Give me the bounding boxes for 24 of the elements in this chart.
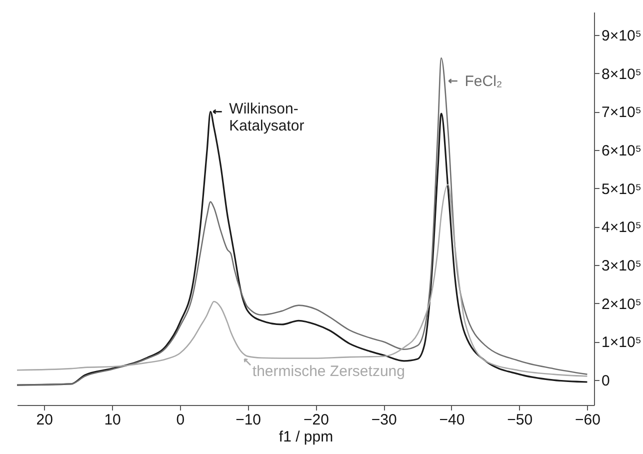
y-tick-label: 6×10⁵ — [602, 142, 642, 160]
y-tick-label: 4×10⁵ — [602, 219, 642, 236]
y-tick-label: 7×10⁵ — [602, 104, 642, 122]
x-tick-label: −60 — [574, 412, 600, 428]
y-tick-label: 3×10⁵ — [602, 258, 642, 275]
x-axis-title: f1 / ppm — [278, 428, 334, 446]
y-tick-label: 1×10⁵ — [602, 334, 642, 352]
annotation: FeCl₂ — [464, 73, 502, 90]
y-tick-label: 5×10⁵ — [602, 180, 642, 198]
annotation: Wilkinson- Katalysator — [229, 100, 304, 135]
x-tick-label: 20 — [36, 412, 53, 428]
x-tick-label: −10 — [236, 412, 262, 428]
y-tick-label: 8×10⁵ — [602, 66, 642, 83]
x-tick-label: −50 — [507, 412, 533, 428]
x-tick-label: −20 — [303, 412, 329, 428]
line-series — [16, 57, 588, 386]
annotation: thermische Zersetzung — [252, 362, 405, 380]
y-tick-label: 9×10⁵ — [602, 28, 642, 45]
y-tick-label: 2×10⁵ — [602, 296, 642, 313]
y-tick-label: 0 — [602, 372, 610, 390]
x-tick-label: −40 — [439, 412, 465, 428]
x-tick-label: 10 — [104, 412, 121, 428]
x-tick-label: −30 — [371, 412, 397, 428]
x-tick-label: 0 — [176, 412, 185, 428]
